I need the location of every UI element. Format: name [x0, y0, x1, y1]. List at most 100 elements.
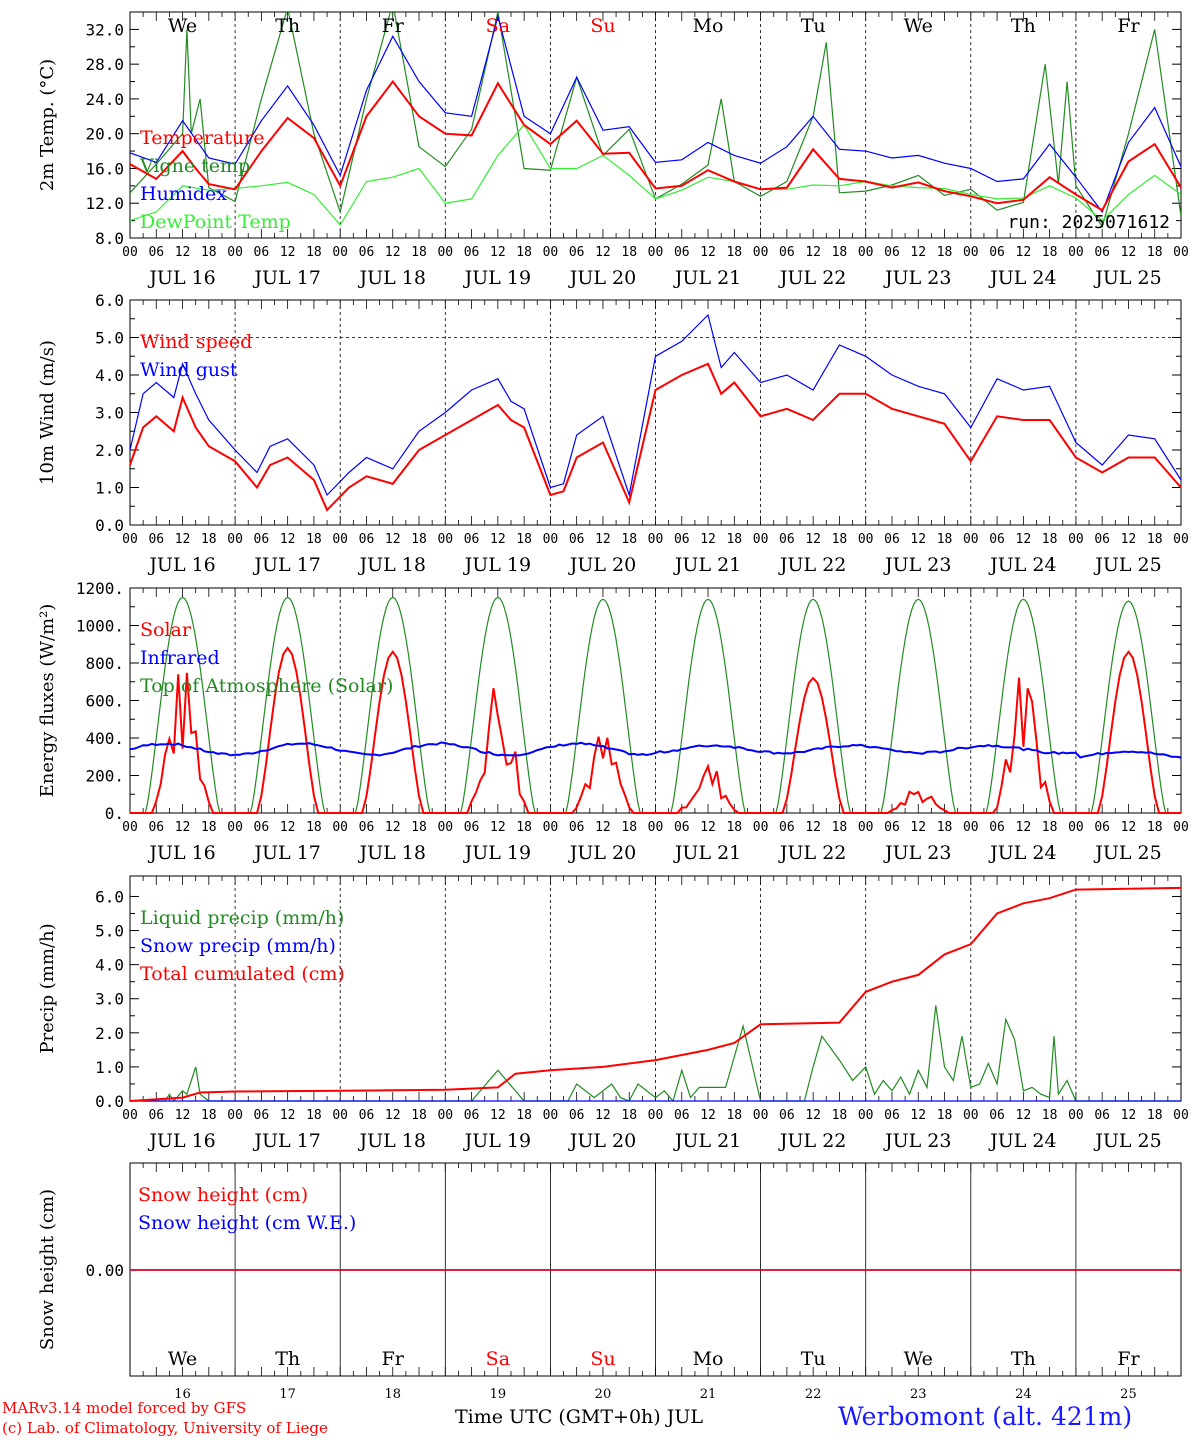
series-total-cumulated-cm-: [129, 886, 1182, 1102]
hour-label: 18: [832, 1108, 848, 1123]
date-label: JUL 18: [358, 267, 426, 289]
y-tick-label: 28.0: [85, 55, 124, 74]
hour-label: 18: [1147, 1108, 1163, 1123]
hour-label: 18: [201, 1108, 217, 1123]
hour-label: 06: [779, 245, 795, 260]
hour-label: 06: [359, 245, 375, 260]
hour-label: 18: [516, 1108, 532, 1123]
hour-label: 00: [753, 820, 769, 835]
day-number-label: 20: [595, 1387, 612, 1402]
hour-label: 18: [306, 1108, 322, 1123]
hour-label: 12: [1121, 820, 1137, 835]
date-label: JUL 21: [673, 842, 741, 864]
hour-label: 12: [280, 1108, 296, 1123]
y-tick-label: 12.0: [85, 194, 124, 213]
legend-dewpoint-temp: DewPoint Temp: [140, 211, 291, 233]
hour-label: 12: [1016, 1108, 1032, 1123]
y-tick-label: 3.0: [95, 404, 124, 423]
y-tick-label: 16.0: [85, 159, 124, 178]
hour-label: 00: [332, 1108, 348, 1123]
hour-label: 06: [779, 532, 795, 547]
y-tick-label: 1200.: [76, 579, 124, 598]
date-label: JUL 24: [988, 267, 1056, 289]
hour-label: 00: [753, 245, 769, 260]
y-axis-label: Energy fluxes (W/m²): [37, 604, 58, 798]
weekday-label: We: [168, 1348, 197, 1370]
y-tick-label: 5.0: [95, 922, 124, 941]
y-tick-label: 24.0: [85, 90, 124, 109]
panel-3: 0. 200. 400. 600. 800. 1000. 1200. Energy fluxe…: [37, 579, 1189, 864]
station-name: Werbomont (alt. 421m): [838, 1402, 1133, 1431]
date-label: JUL 18: [358, 554, 426, 576]
hour-label: 12: [805, 532, 821, 547]
hour-label: 18: [832, 820, 848, 835]
legend-snow-height-cm-: Snow height (cm): [138, 1184, 308, 1206]
hour-label: 18: [411, 532, 427, 547]
y-tick-label: 4.0: [95, 366, 124, 385]
y-tick-label: 0.0: [95, 1092, 124, 1111]
hour-label: 00: [1173, 820, 1189, 835]
hour-label: 06: [148, 245, 164, 260]
date-label: JUL 20: [568, 1130, 636, 1152]
hour-label: 18: [516, 820, 532, 835]
hour-label: 06: [1094, 820, 1110, 835]
hour-label: 18: [411, 820, 427, 835]
hour-label: 12: [1121, 532, 1137, 547]
hour-label: 06: [254, 532, 270, 547]
hour-label: 06: [674, 820, 690, 835]
y-tick-label: 1.0: [95, 479, 124, 498]
hour-label: 12: [595, 1108, 611, 1123]
day-number-label: 25: [1120, 1387, 1137, 1402]
date-label: JUL 25: [1093, 267, 1161, 289]
date-label: JUL 19: [463, 1130, 531, 1152]
weekday-label: Mo: [693, 15, 724, 37]
hour-label: 12: [490, 820, 506, 835]
date-label: JUL 17: [252, 267, 320, 289]
hour-label: 06: [674, 532, 690, 547]
model-credit-line1: MARv3.14 model forced by GFS: [2, 1399, 247, 1417]
hour-label: 00: [648, 245, 664, 260]
hour-label: 00: [227, 245, 243, 260]
hour-label: 18: [937, 245, 953, 260]
hour-label: 06: [464, 532, 480, 547]
hour-label: 00: [1068, 820, 1084, 835]
hour-label: 12: [1016, 532, 1032, 547]
date-label: JUL 16: [147, 1130, 215, 1152]
legend-infrared: Infrared: [140, 647, 220, 669]
hour-label: 06: [148, 820, 164, 835]
y-tick-label: 20.0: [85, 125, 124, 144]
hour-label: 12: [385, 532, 401, 547]
hour-label: 18: [1042, 1108, 1058, 1123]
hour-label: 12: [1121, 245, 1137, 260]
hour-label: 18: [306, 532, 322, 547]
panel-4: 0.0 1.0 2.0 3.0 4.0 5.0 6.0 Precip (mm/h) Liquid…: [37, 875, 1189, 1152]
hour-label: 00: [543, 245, 559, 260]
weekday-label: Su: [590, 1348, 615, 1370]
hour-label: 00: [543, 1108, 559, 1123]
hour-label: 18: [306, 820, 322, 835]
panel-1: 8.0 12.0 16.0 20.0 24.0 28.0 32.0 2m Temp. (°C)…: [37, 11, 1189, 289]
hour-label: 18: [621, 532, 637, 547]
hour-label: 12: [1121, 1108, 1137, 1123]
hour-label: 06: [569, 1108, 585, 1123]
y-tick-label: 2.0: [95, 441, 124, 460]
date-label: JUL 17: [252, 1130, 320, 1152]
hour-label: 18: [621, 245, 637, 260]
hour-label: 00: [122, 820, 138, 835]
hour-label: 18: [1147, 245, 1163, 260]
legend-snow-height-cm-w-e-: Snow height (cm W.E.): [138, 1212, 356, 1234]
legend-temperature: Temperature: [140, 127, 264, 149]
hour-label: 00: [227, 820, 243, 835]
weekday-label: Mo: [693, 1348, 724, 1370]
hour-label: 00: [1068, 532, 1084, 547]
hour-label: 12: [175, 820, 191, 835]
hour-label: 00: [543, 532, 559, 547]
hour-label: 06: [148, 532, 164, 547]
hour-label: 06: [148, 1108, 164, 1123]
y-tick-label: 200.: [85, 767, 124, 786]
hour-label: 18: [832, 532, 848, 547]
weekday-label: Th: [275, 1348, 300, 1370]
date-label: JUL 16: [147, 267, 215, 289]
panel-2: 0.0 1.0 2.0 3.0 4.0 5.0 6.0 10m Wind (m/s) Wind …: [37, 291, 1189, 576]
hour-label: 06: [254, 820, 270, 835]
